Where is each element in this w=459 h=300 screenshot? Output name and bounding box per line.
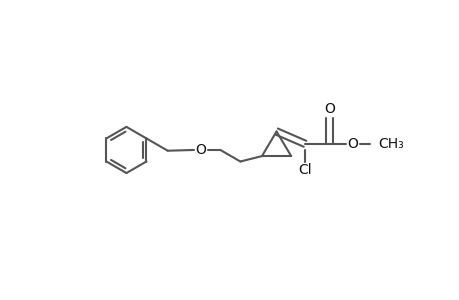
Text: CH₃: CH₃ [377, 137, 403, 151]
Text: O: O [324, 102, 335, 116]
Text: O: O [347, 137, 358, 151]
Text: O: O [195, 143, 206, 157]
Text: Cl: Cl [297, 163, 311, 177]
